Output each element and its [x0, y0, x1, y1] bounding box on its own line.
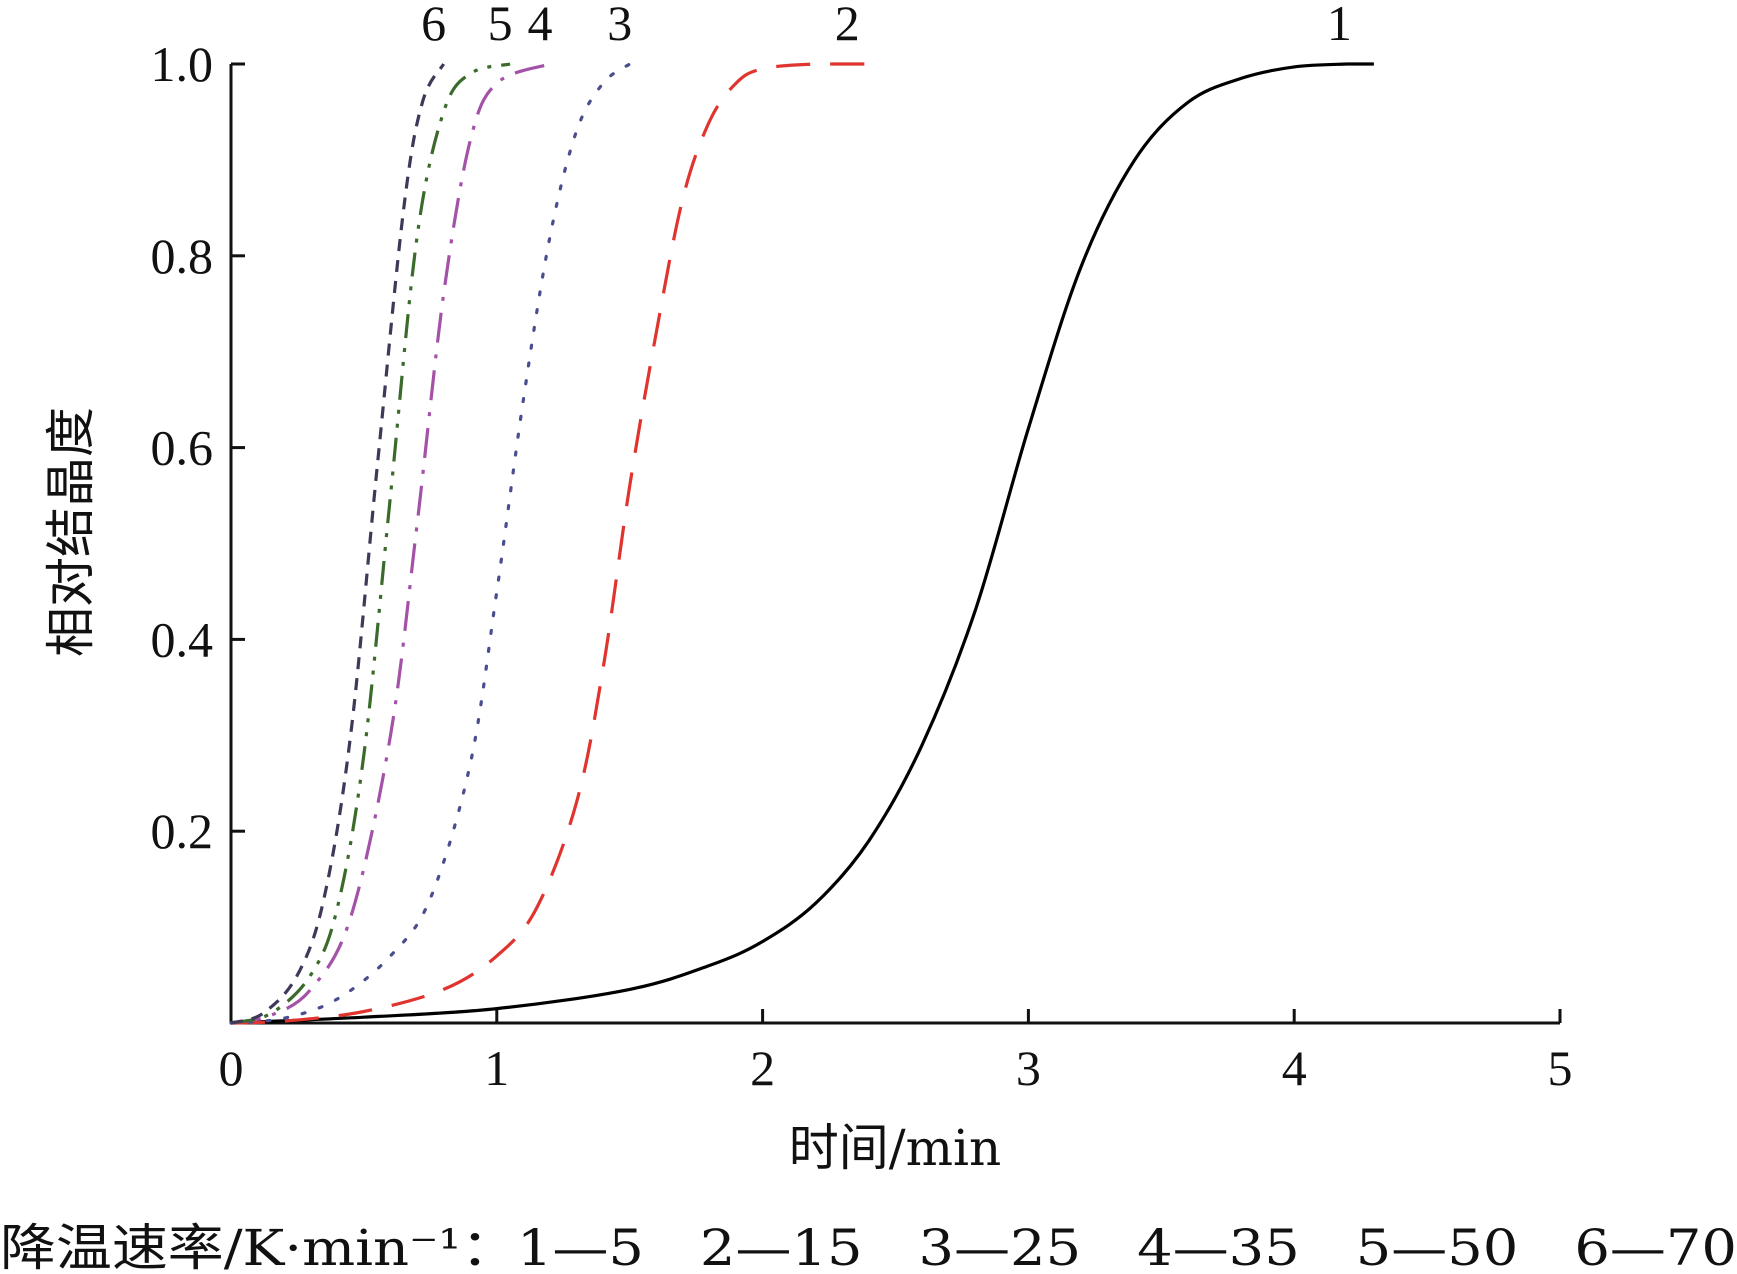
series-2-line [230, 62, 883, 1025]
series-label-4: 4 [527, 0, 552, 51]
series-5-line [230, 62, 511, 1025]
series-label-3: 3 [607, 0, 632, 51]
x-tick-label: 1 [484, 1040, 509, 1096]
y-tick-label: 0.4 [151, 611, 214, 667]
x-tick-label: 2 [750, 1040, 775, 1096]
y-axis-title: 相对结晶度 [42, 407, 100, 657]
y-tick-label: 0.6 [151, 420, 214, 476]
series-label-2: 2 [835, 0, 860, 51]
curve-labels: 1 2 3 456 [421, 0, 1352, 51]
series-1-line [230, 62, 1374, 1025]
x-tick-label: 4 [1282, 1040, 1307, 1096]
y-axis-title-text: 相对结晶度 [42, 407, 100, 657]
x-tick-label: 5 [1548, 1040, 1573, 1096]
axes [229, 64, 1560, 1025]
series-label-5: 5 [488, 0, 513, 51]
x-axis-title: 时间/min [789, 1119, 1001, 1177]
y-tick-label: 0.2 [151, 803, 214, 859]
curves [229, 62, 1374, 1025]
y-tick-label: 0.8 [151, 228, 214, 284]
series-label-6: 6 [421, 0, 446, 51]
series-6-line [230, 63, 446, 1025]
series-3-line [229, 62, 632, 1025]
x-tick-label: 0 [219, 1040, 244, 1096]
y-ticks: 0.2 0.4 0.6 0.8 1.0 [151, 36, 245, 859]
legend-caption: 降温速率/K·min⁻¹：1—5 2—15 3—25 4—35 5—50 6—7… [0, 1219, 1737, 1274]
x-ticks: 0 1 2 3 4 5 [219, 1009, 1573, 1096]
x-tick-label: 3 [1016, 1040, 1041, 1096]
series-label-1: 1 [1327, 0, 1352, 51]
y-tick-label: 1.0 [151, 36, 214, 92]
